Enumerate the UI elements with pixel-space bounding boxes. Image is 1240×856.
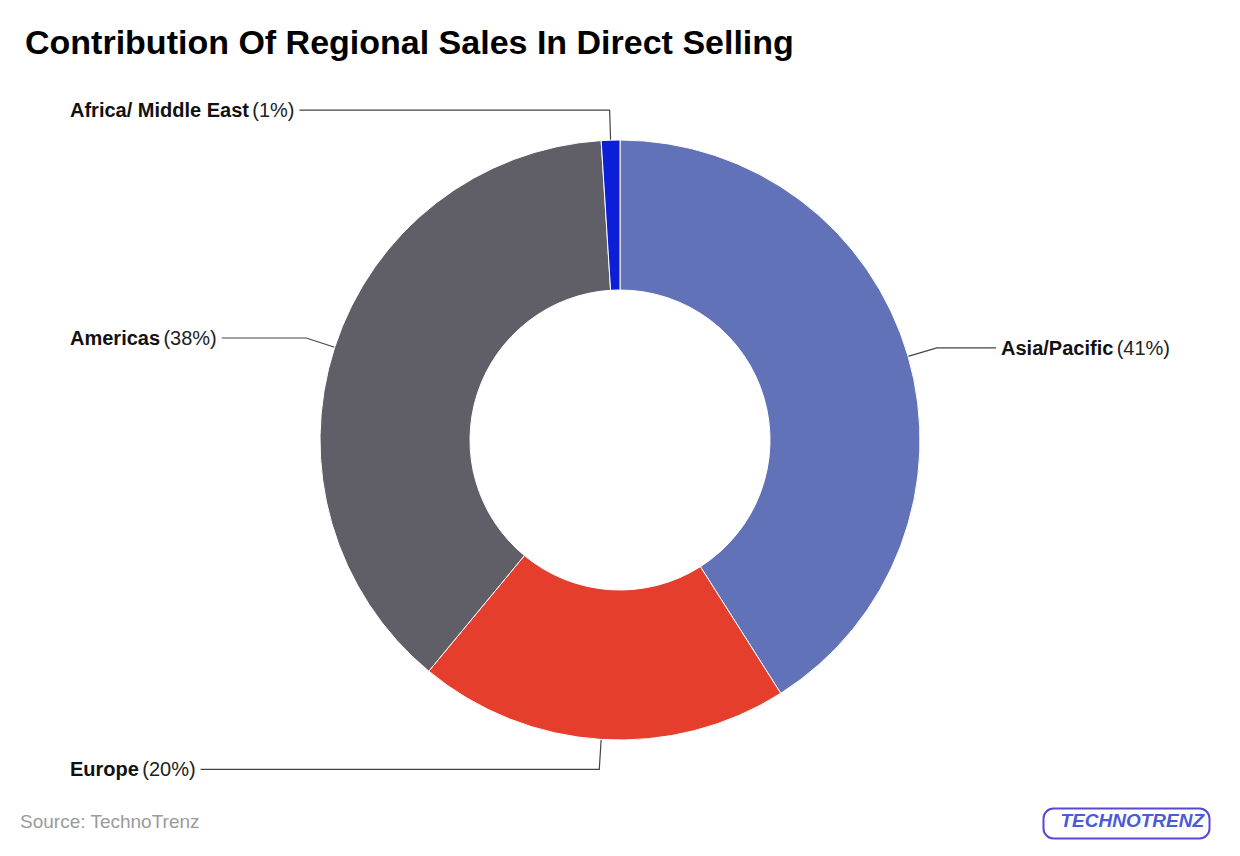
svg-text:(1%): (1%) — [252, 99, 294, 121]
svg-text:Contribution Of Regional Sales: Contribution Of Regional Sales In Direct… — [25, 23, 794, 61]
svg-text:(20%): (20%) — [142, 758, 195, 780]
svg-text:(38%): (38%) — [163, 327, 216, 349]
svg-text:Asia/Pacific: Asia/Pacific — [1001, 337, 1113, 359]
svg-text:TECHNOTRENZ: TECHNOTRENZ — [1060, 810, 1205, 831]
svg-text:(41%): (41%) — [1117, 337, 1170, 359]
svg-text:Europe: Europe — [70, 758, 139, 780]
svg-text:Americas: Americas — [70, 327, 160, 349]
svg-text:Africa/ Middle East: Africa/ Middle East — [70, 99, 249, 121]
svg-text:Source: TechnoTrenz: Source: TechnoTrenz — [20, 811, 200, 832]
